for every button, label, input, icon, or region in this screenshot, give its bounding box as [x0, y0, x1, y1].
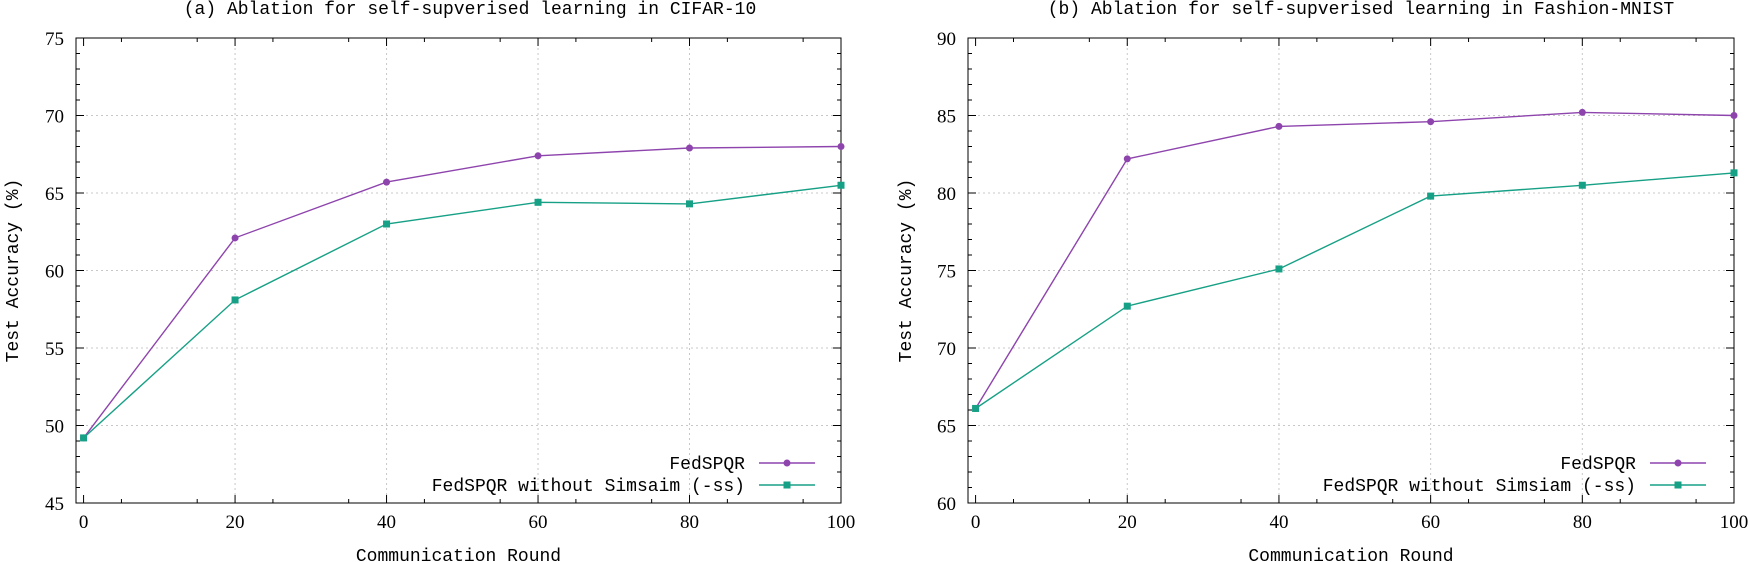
x-tick-label: 60 [1421, 512, 1440, 533]
data-point [837, 181, 845, 189]
y-tick-label: 80 [937, 184, 956, 205]
legend-marker [783, 481, 791, 489]
data-point [1578, 108, 1586, 116]
data-point [1730, 112, 1738, 119]
data-point [686, 200, 694, 208]
x-axis-label: Communication Round [1248, 547, 1453, 562]
y-tick-label: 60 [937, 494, 956, 515]
y-tick-label: 85 [937, 107, 956, 128]
data-point [383, 220, 391, 228]
x-tick-label: 80 [1573, 512, 1592, 533]
series-fedspqr [972, 108, 1738, 412]
legend-label: FedSPQR [1560, 455, 1636, 475]
x-tick-label: 20 [226, 512, 245, 533]
y-tick-label: 60 [45, 262, 64, 283]
data-point [972, 404, 980, 412]
x-tick-label: 100 [827, 512, 856, 533]
y-axis-label: Test Accuracy (%) [4, 179, 24, 363]
data-point [686, 144, 694, 152]
x-tick-label: 40 [1269, 512, 1288, 533]
data-point [80, 434, 88, 442]
x-tick-label: 40 [377, 512, 396, 533]
data-point [231, 296, 239, 304]
series-fedspqr [80, 143, 845, 442]
series-fedspqr-without-simsiam [80, 181, 845, 442]
data-point [1427, 118, 1435, 126]
chart-panel-a: 0 20 40 60 80 100 45 50 55 60 65 70 75 (a) Ablation f… [4, 0, 855, 562]
legend-marker [1674, 481, 1682, 489]
y-axis-label: Test Accuracy (%) [897, 179, 917, 363]
series-fedspqr-without-simsiam [972, 169, 1738, 412]
y-tick-label: 70 [937, 339, 956, 360]
data-point [383, 178, 391, 186]
legend-marker [1674, 459, 1682, 467]
legend-label: FedSPQR without Simsiam (-ss) [1323, 477, 1636, 497]
chart-title: (a) Ablation for self-supverised learnin… [184, 0, 757, 20]
chart-panel-b: 0 20 40 60 80 100 60 65 70 75 80 85 90 (b) Ablation f… [897, 0, 1748, 562]
data-point [1123, 302, 1131, 310]
legend-label: FedSPQR without Simsaim (-ss) [432, 477, 745, 497]
legend-label: FedSPQR [669, 455, 745, 475]
chart-title: (b) Ablation for self-supverised learnin… [1048, 0, 1675, 20]
legend-marker [783, 459, 791, 467]
data-point [1275, 265, 1283, 273]
y-tick-label: 65 [45, 184, 64, 205]
data-point [1427, 192, 1435, 200]
y-tick-label: 55 [45, 339, 64, 360]
series-line [83, 184, 842, 439]
series-line [83, 145, 842, 439]
x-axis-label: Communication Round [356, 547, 561, 562]
y-tick-label: 90 [937, 29, 956, 50]
data-point [534, 198, 542, 206]
y-tick-label: 45 [45, 494, 64, 515]
y-tick-label: 65 [937, 417, 956, 438]
series-line [975, 111, 1735, 409]
series-line [975, 172, 1735, 410]
y-tick-label: 50 [45, 417, 64, 438]
x-tick-label: 20 [1118, 512, 1137, 533]
y-tick-label: 70 [45, 107, 64, 128]
y-tick-label: 75 [45, 29, 64, 50]
data-point [837, 143, 845, 150]
y-tick-label: 75 [937, 262, 956, 283]
x-tick-label: 0 [971, 512, 981, 533]
data-point [1275, 122, 1283, 130]
data-point [1578, 181, 1586, 189]
x-tick-label: 80 [680, 512, 699, 533]
x-tick-label: 0 [79, 512, 89, 533]
data-point [1123, 155, 1131, 163]
data-point [1730, 169, 1738, 177]
x-tick-label: 60 [529, 512, 548, 533]
x-tick-label: 100 [1720, 512, 1749, 533]
data-point [231, 234, 239, 242]
data-point [534, 152, 542, 160]
